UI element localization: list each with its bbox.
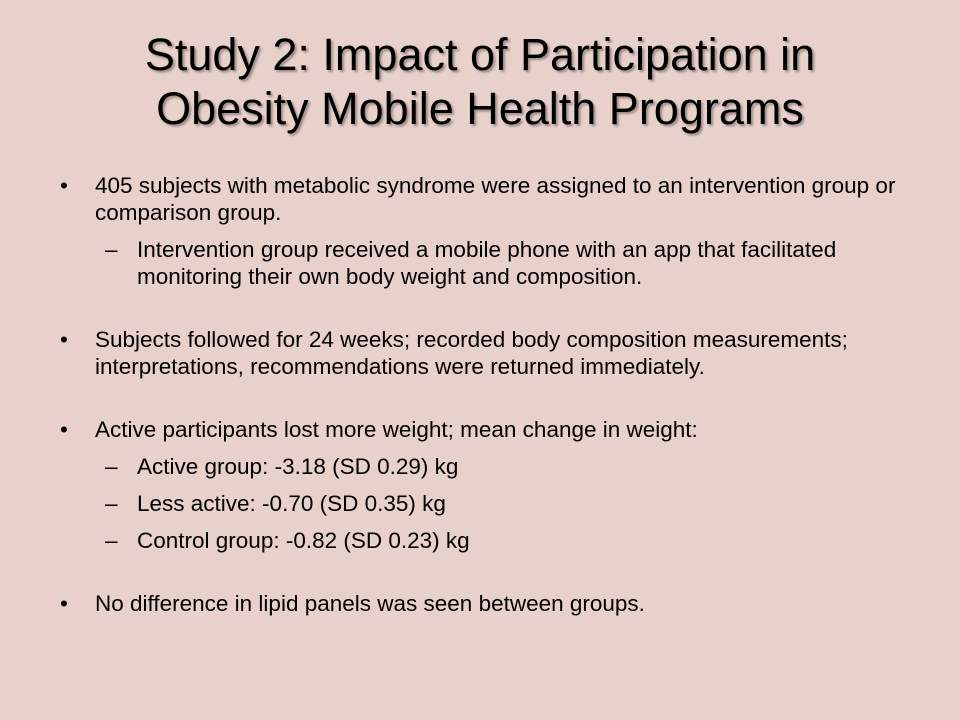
sub-bullet-text: Control group: -0.82 (SD 0.23) kg [137,528,470,553]
bullet-item: • Subjects followed for 24 weeks; record… [60,326,910,380]
bullet-item: • Active participants lost more weight; … [60,416,910,443]
sub-bullet-text: Less active: -0.70 (SD 0.35) kg [137,491,446,516]
bullet-item: • 405 subjects with metabolic syndrome w… [60,172,910,226]
bullet-text: Active participants lost more weight; me… [95,417,698,442]
bullet-text: Subjects followed for 24 weeks; recorded… [95,327,848,379]
bullet-marker: • [60,417,68,442]
slide-title-line-2: Obesity Mobile Health Programs [156,83,804,134]
bullet-marker: • [60,173,68,198]
slide-title: Study 2: Impact of Participation in Obes… [0,28,960,136]
sub-bullet-text: Active group: -3.18 (SD 0.29) kg [137,454,459,479]
bullet-text: 405 subjects with metabolic syndrome wer… [95,173,896,225]
slide-title-line-1: Study 2: Impact of Participation in [144,29,816,80]
slide-body: • 405 subjects with metabolic syndrome w… [60,172,910,617]
bullet-text: No difference in lipid panels was seen b… [95,591,645,616]
sub-bullet-marker: – [105,491,118,516]
sub-bullet-marker: – [105,237,118,262]
sub-bullet-item: – Active group: -3.18 (SD 0.29) kg [60,453,910,480]
bullet-marker: • [60,327,68,352]
bullet-marker: • [60,591,68,616]
sub-bullet-item: – Intervention group received a mobile p… [60,236,910,290]
sub-bullet-item: – Less active: -0.70 (SD 0.35) kg [60,490,910,517]
sub-bullet-marker: – [105,528,118,553]
sub-bullet-marker: – [105,454,118,479]
bullet-item: • No difference in lipid panels was seen… [60,590,910,617]
sub-bullet-text: Intervention group received a mobile pho… [137,237,837,289]
sub-bullet-item: – Control group: -0.82 (SD 0.23) kg [60,527,910,554]
